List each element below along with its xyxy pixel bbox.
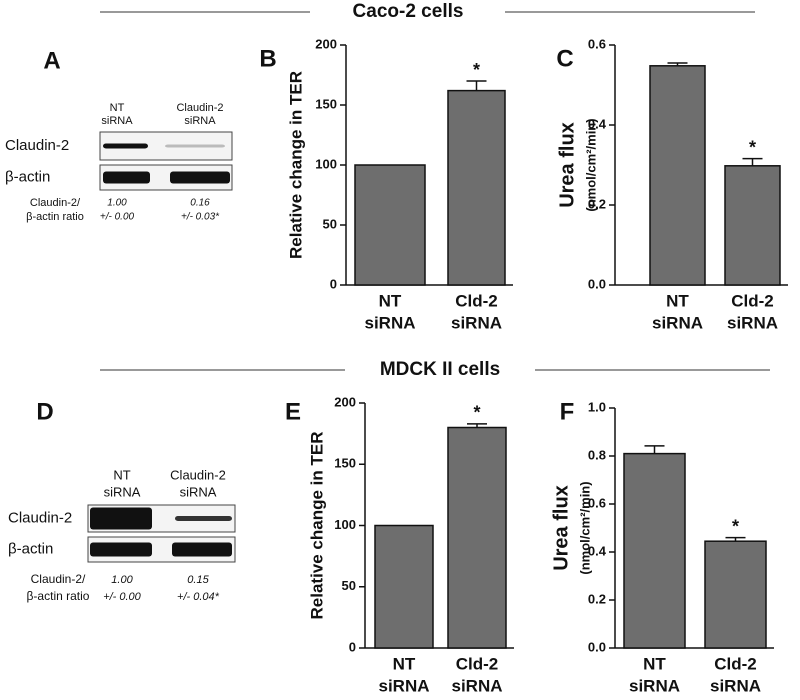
blot-band <box>103 171 150 184</box>
row-label: β-actin <box>8 540 53 557</box>
significance-marker: * <box>473 403 480 423</box>
section-title: MDCK II cells <box>380 359 500 380</box>
y-tick-label: 0.2 <box>588 591 606 606</box>
y-axis-unit: (nmol/cm²/min) <box>583 118 598 211</box>
panel-letter: F <box>560 398 575 425</box>
significance-marker: * <box>473 60 480 80</box>
bar <box>704 540 767 649</box>
y-tick-label: 100 <box>315 156 337 171</box>
y-tick-label: 0.6 <box>588 36 606 51</box>
y-tick-label: 0.4 <box>588 543 607 558</box>
lane-label: NT <box>110 102 125 114</box>
ratio-label: Claudin-2/ <box>30 197 81 209</box>
lane-label: Claudin-2 <box>170 467 226 482</box>
ratio-label: β-actin ratio <box>26 211 84 223</box>
bar <box>354 164 426 286</box>
row-label: β-actin <box>5 168 50 185</box>
y-axis-label: Relative change in TER <box>286 71 305 259</box>
panel-letter: A <box>43 47 60 74</box>
y-tick-label: 0.8 <box>588 447 606 462</box>
y-tick-label: 1.0 <box>588 399 606 414</box>
blot-band <box>165 144 225 148</box>
x-tick-label: NT <box>666 291 689 310</box>
ratio-value: 0.16 <box>190 198 210 209</box>
lane-label: siRNA <box>101 115 133 127</box>
bar <box>447 89 506 286</box>
bar <box>649 65 706 286</box>
y-tick-label: 200 <box>315 36 337 51</box>
ratio-label: β-actin ratio <box>27 589 90 603</box>
blot-band <box>103 143 148 149</box>
ratio-value: 0.15 <box>187 574 209 586</box>
x-tick-label: siRNA <box>710 676 761 695</box>
y-tick-label: 0.4 <box>588 116 607 131</box>
y-axis-label: Relative change in TER <box>307 432 326 620</box>
x-tick-label: Cld-2 <box>455 291 498 310</box>
y-tick-label: 150 <box>315 96 337 111</box>
y-tick-label: 0.2 <box>588 196 606 211</box>
lane-label: siRNA <box>184 115 216 127</box>
x-tick-label: siRNA <box>451 676 502 695</box>
blot-band <box>170 171 230 184</box>
blot-band <box>90 507 152 530</box>
ratio-value: +/- 0.03* <box>181 212 220 223</box>
section-title: Caco-2 cells <box>353 1 464 22</box>
bar <box>447 426 507 649</box>
x-tick-label: NT <box>379 291 402 310</box>
panel-letter: B <box>259 45 276 72</box>
y-axis-unit: (nmol/cm²/min) <box>577 481 592 574</box>
row-label: Claudin-2 <box>8 509 72 526</box>
ratio-value: +/- 0.00 <box>100 212 135 223</box>
blot-band <box>172 542 232 557</box>
y-axis-label: Urea flux <box>550 485 572 571</box>
y-tick-label: 50 <box>323 216 337 231</box>
x-tick-label: NT <box>393 654 416 673</box>
y-tick-label: 0.0 <box>588 639 606 654</box>
y-tick-label: 150 <box>334 456 356 471</box>
bar <box>724 165 781 286</box>
x-tick-label: siRNA <box>364 313 415 332</box>
lane-label: siRNA <box>180 484 217 499</box>
significance-marker: * <box>749 137 756 157</box>
bar <box>623 452 686 649</box>
x-tick-label: siRNA <box>652 313 703 332</box>
lane-label: NT <box>113 467 130 482</box>
x-tick-label: NT <box>643 654 666 673</box>
y-tick-label: 0 <box>349 639 356 654</box>
ratio-value: 1.00 <box>111 574 133 586</box>
ratio-value: +/- 0.04* <box>177 591 220 603</box>
blot-band <box>90 542 152 557</box>
x-tick-label: Cld-2 <box>456 654 499 673</box>
ratio-value: +/- 0.00 <box>103 591 141 603</box>
panel-letter: C <box>556 45 573 72</box>
x-tick-label: Cld-2 <box>714 654 757 673</box>
x-tick-label: Cld-2 <box>731 291 774 310</box>
lane-label: siRNA <box>104 484 141 499</box>
lane-label: Claudin-2 <box>176 102 223 114</box>
ratio-value: 1.00 <box>107 198 127 209</box>
panel-letter: D <box>36 398 53 425</box>
y-tick-label: 100 <box>334 517 356 532</box>
y-tick-label: 50 <box>342 578 356 593</box>
ratio-label: Claudin-2/ <box>31 572 86 586</box>
y-tick-label: 0 <box>330 276 337 291</box>
y-tick-label: 200 <box>334 394 356 409</box>
x-tick-label: siRNA <box>451 313 502 332</box>
blot-band <box>175 516 232 521</box>
significance-marker: * <box>732 516 739 536</box>
row-label: Claudin-2 <box>5 137 69 154</box>
y-tick-label: 0.6 <box>588 495 606 510</box>
y-axis-label: Urea flux <box>556 122 578 208</box>
x-tick-label: siRNA <box>378 676 429 695</box>
bar <box>374 524 434 649</box>
panel-letter: E <box>285 398 301 425</box>
x-tick-label: siRNA <box>629 676 680 695</box>
y-tick-label: 0.0 <box>588 276 606 291</box>
x-tick-label: siRNA <box>727 313 778 332</box>
